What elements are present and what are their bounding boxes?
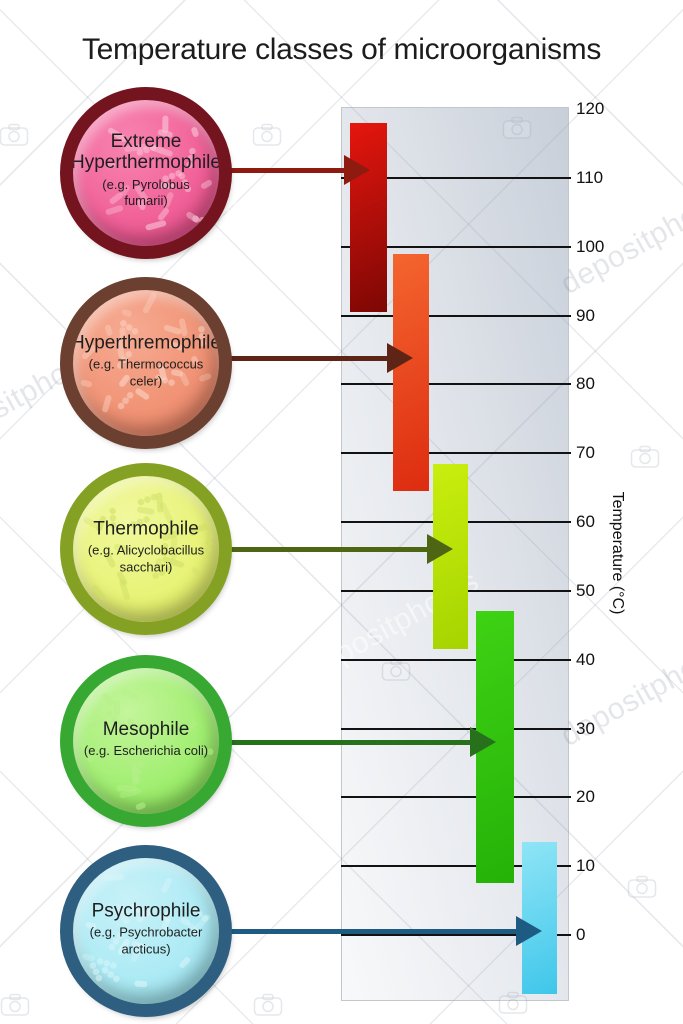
arrow-shaft (228, 356, 387, 361)
arrow-head-icon (470, 727, 496, 757)
watermark-camera-icon (0, 123, 29, 146)
microbe-class-name: Hyperthremophile (71, 332, 221, 354)
microbe-label: Psychrophile (e.g. Psychrobacter arcticus… (73, 900, 219, 957)
y-tick-label: 120 (576, 99, 605, 119)
y-tick-label: 40 (576, 649, 595, 669)
bacteria-rods-icon (82, 873, 211, 988)
microbe-class-name: Mesophile (102, 719, 190, 741)
gridline (341, 796, 571, 799)
gridline (341, 383, 571, 386)
microbe-example-species: (e.g. Thermococcus celer) (88, 356, 204, 388)
y-tick-label: 70 (576, 443, 595, 463)
microbe-example-species: (e.g. Alicyclobacillus sacchari) (87, 542, 205, 574)
bacteria-rods-icon (80, 292, 212, 413)
arrow-shaft (228, 929, 516, 934)
microbe-class-name: Extreme Hyperthermophile (71, 130, 221, 174)
microbe-circle-mesophile: Mesophile (e.g. Escherichia coli) (60, 655, 232, 827)
bacteria-rods-icon (105, 115, 213, 231)
microbe-circle-psychrophile: Psychrophile (e.g. Psychrobacter arcticus… (60, 845, 232, 1017)
watermark-camera-icon (253, 993, 283, 1016)
arrow-shaft (228, 547, 427, 552)
microbe-label: Extreme Hyperthermophile (e.g. Pyrolobus … (71, 130, 221, 209)
gridline (341, 658, 571, 661)
y-tick-label: 60 (576, 512, 595, 532)
bacteria-rods-icon (81, 688, 214, 810)
y-tick-label: 90 (576, 305, 595, 325)
microbe-label: Hyperthremophile (e.g. Thermococcus celer… (71, 332, 221, 389)
microbe-label: Thermophile (e.g. Alicyclobacillus saccha… (73, 518, 219, 575)
y-tick-label: 0 (576, 925, 586, 944)
arrow-head-icon (387, 343, 413, 373)
microbe-example-species: (e.g. Psychrobacter arcticus) (89, 924, 203, 956)
y-tick-label: 50 (576, 580, 595, 600)
microbe-circle-extreme-hyperthermophile: Extreme Hyperthermophile (e.g. Pyrolobus … (60, 87, 232, 259)
watermark-camera-icon (627, 875, 657, 898)
page-title: Temperature classes of microorganisms (81, 33, 602, 66)
gridline (341, 934, 571, 936)
watermark-camera-icon (252, 123, 282, 146)
gridline (341, 452, 571, 455)
watermark-camera-icon (630, 445, 660, 468)
arrow-head-icon (516, 916, 542, 946)
y-tick-label: 80 (576, 374, 595, 394)
arrow-head-icon (427, 534, 453, 564)
gridline (341, 176, 571, 179)
bacteria-rods-icon (83, 492, 214, 601)
y-tick-label: 30 (576, 718, 595, 738)
gridline (341, 314, 571, 317)
y-tick-label: 110 (576, 167, 604, 187)
range-bar-extreme-hyperthermophile (350, 122, 387, 313)
y-tick-label: 100 (576, 236, 605, 256)
y-tick-label: 10 (576, 856, 595, 876)
arrow-head-icon (344, 155, 370, 185)
arrow-shaft (228, 168, 344, 173)
microbe-class-name: Thermophile (93, 518, 199, 540)
gridline (341, 865, 571, 868)
watermark-camera-icon (0, 993, 30, 1016)
microbe-class-name: Psychrophile (91, 900, 201, 922)
microbe-circle-thermophile: Thermophile (e.g. Alicyclobacillus saccha… (60, 463, 232, 635)
gridline (341, 727, 571, 730)
microbe-circle-hyperthremophile: Hyperthremophile (e.g. Thermococcus celer… (60, 277, 232, 449)
gridline (341, 245, 571, 248)
microbe-label: Mesophile (e.g. Escherichia coli) (73, 719, 219, 760)
arrow-shaft (228, 740, 470, 745)
y-tick-label: 20 (576, 787, 595, 807)
microbe-example-species: (e.g. Escherichia coli) (83, 743, 209, 759)
microbe-example-species: (e.g. Pyrolobus fumarii) (102, 176, 190, 208)
